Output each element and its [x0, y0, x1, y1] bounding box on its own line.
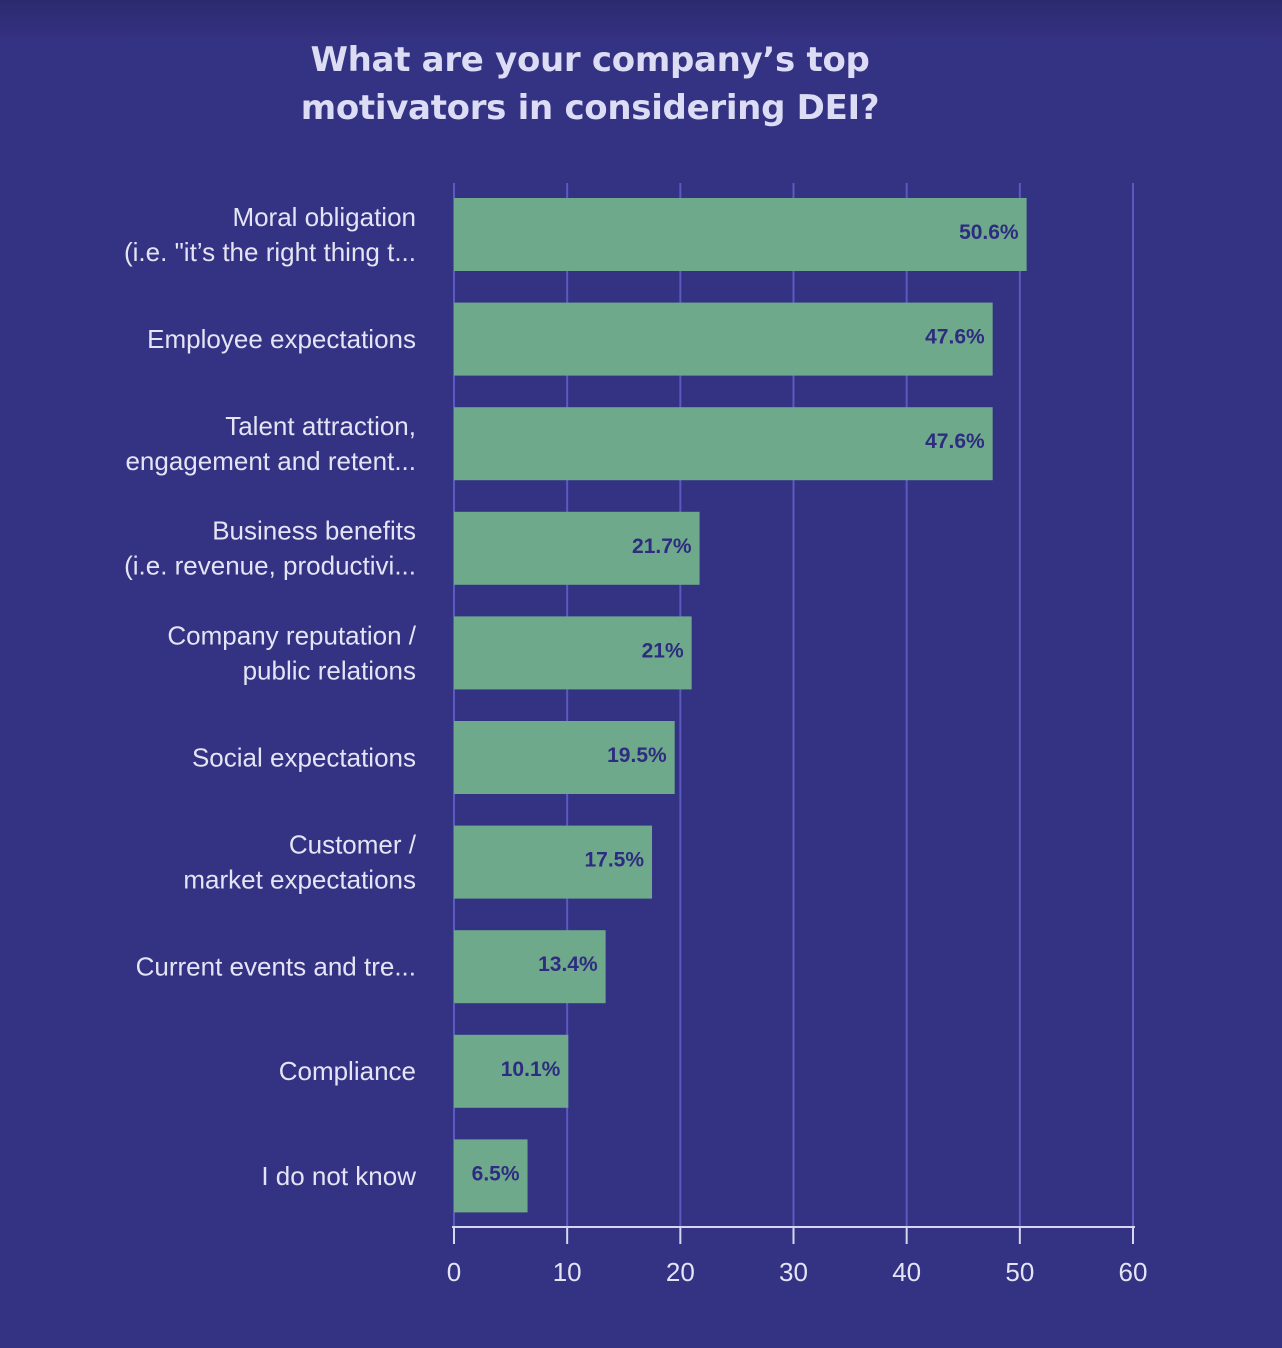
chart-title: What are your company’s top motivators i…: [290, 36, 890, 132]
category-label-2-line-1: Employee expectations: [147, 324, 416, 354]
category-label-5-line-1: Company reputation /: [167, 620, 416, 650]
x-tick-label-10: 10: [553, 1257, 582, 1287]
value-label-4: 21.7%: [632, 535, 692, 558]
category-label-8-line-1: Current events and tre...: [136, 952, 416, 982]
category-label-7-line-2: market expectations: [183, 864, 416, 894]
x-tick-label-60: 60: [1119, 1257, 1148, 1287]
bar-9: [454, 1034, 569, 1108]
category-label-4-line-2: (i.e. revenue, productivi...: [124, 551, 416, 581]
category-label-7-line-1: Customer /: [289, 829, 417, 859]
value-label-9: 10.1%: [501, 1058, 561, 1081]
bar-10: [454, 1139, 528, 1213]
category-label-6: Social expectations: [192, 742, 416, 772]
bar-5: [454, 616, 692, 690]
value-label-6: 19.5%: [607, 744, 667, 767]
category-label-9-line-1: Compliance: [279, 1056, 416, 1086]
category-label-9: Compliance: [279, 1056, 416, 1086]
x-tick-label-20: 20: [666, 1257, 695, 1287]
bars: 50.6% 47.6% 47.6% 21.7% 21% 19.5% 17.5% 13.4% 10…: [454, 198, 1027, 1213]
value-label-8: 13.4%: [538, 953, 598, 976]
category-label-1-line-2: (i.e. "it’s the right thing t...: [124, 237, 416, 267]
value-label-5: 21%: [642, 639, 684, 662]
category-label-2: Employee expectations: [147, 324, 416, 354]
category-label-10-line-1: I do not know: [261, 1161, 416, 1191]
category-label-6-line-1: Social expectations: [192, 742, 416, 772]
category-label-3-line-2: engagement and retent...: [125, 446, 416, 476]
category-label-1-line-1: Moral obligation: [232, 202, 416, 232]
value-label-1: 50.6%: [959, 221, 1019, 244]
value-label-7: 17.5%: [584, 849, 644, 872]
category-label-8: Current events and tre...: [136, 952, 416, 982]
category-label-1: Moral obligation (i.e. "it’s the right th…: [124, 202, 416, 267]
x-tick-label-0: 0: [447, 1257, 461, 1287]
bar-7: [454, 825, 653, 899]
x-tick-label-40: 40: [892, 1257, 921, 1287]
category-label-3-line-1: Talent attraction,: [225, 411, 416, 441]
bar-4: [454, 511, 700, 585]
x-tick-label-30: 30: [779, 1257, 808, 1287]
chart-title-line-2: motivators in considering DEI?: [300, 88, 880, 128]
x-axis: 0 10 20 30 40 50 60: [447, 1226, 1148, 1287]
value-label-2: 47.6%: [925, 326, 985, 349]
category-label-4: Business benefits (i.e. revenue, producti…: [124, 516, 416, 581]
bar-6: [454, 721, 675, 794]
category-label-3: Talent attraction, engagement and retent.…: [125, 411, 416, 476]
bar-2: [454, 302, 993, 376]
category-label-10: I do not know: [261, 1161, 416, 1191]
value-label-10: 6.5%: [472, 1162, 520, 1185]
category-label-4-line-1: Business benefits: [212, 516, 416, 546]
category-labels: Moral obligation (i.e. "it’s the right th…: [124, 202, 417, 1191]
bar-3: [454, 407, 993, 481]
bar-8: [454, 930, 606, 1004]
value-label-3: 47.6%: [925, 430, 985, 453]
bar-1: [454, 198, 1027, 271]
category-label-5-line-2: public relations: [243, 655, 416, 685]
category-label-7: Customer / market expectations: [183, 829, 416, 894]
x-tick-label-50: 50: [1005, 1257, 1034, 1287]
chart-title-line-1: What are your company’s top: [310, 40, 870, 80]
category-label-5: Company reputation / public relations: [167, 620, 416, 685]
